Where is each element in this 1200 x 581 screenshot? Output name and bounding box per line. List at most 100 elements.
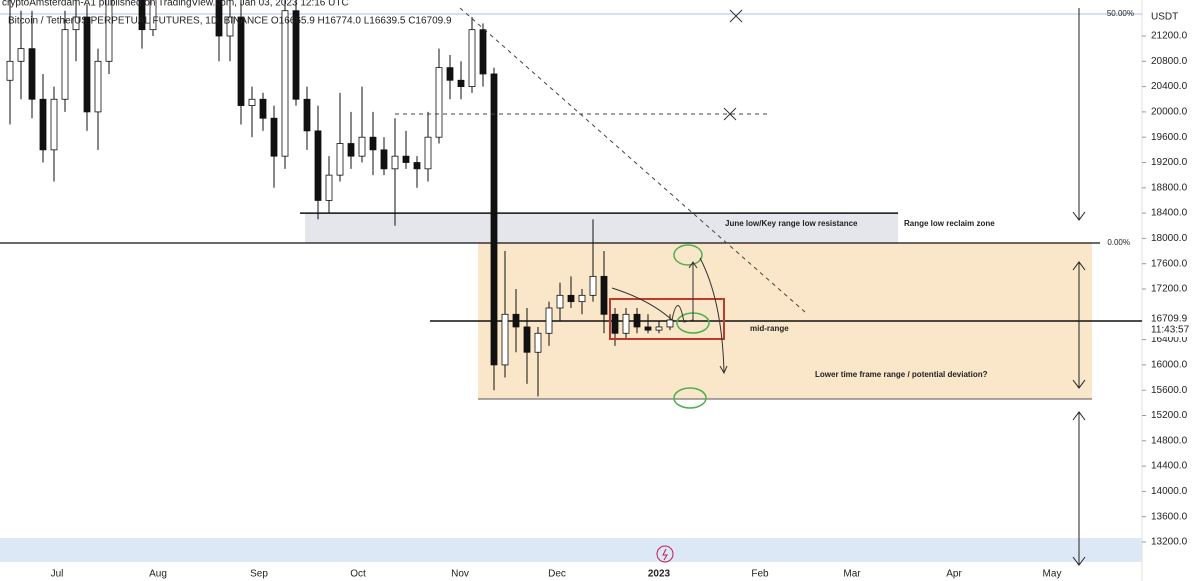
x-tick-label: Feb bbox=[751, 569, 769, 580]
y-tick-label: 15600.0 bbox=[1151, 385, 1188, 396]
cross-mark bbox=[729, 9, 743, 23]
candle-body bbox=[292, 10, 300, 100]
candle-body bbox=[369, 136, 377, 151]
cross-mark bbox=[723, 107, 737, 121]
candle-body bbox=[523, 326, 531, 353]
candle-body bbox=[512, 313, 520, 328]
x-tick-label: Jul bbox=[51, 569, 64, 580]
candle-body bbox=[545, 307, 553, 334]
candle-body bbox=[622, 313, 630, 334]
icon bbox=[662, 548, 668, 561]
candle-body bbox=[138, 0, 146, 31]
candle-body bbox=[149, 0, 157, 31]
range-box bbox=[609, 298, 725, 340]
candle-body bbox=[435, 67, 443, 138]
y-tick-label: 20800.0 bbox=[1151, 56, 1188, 67]
price-axis: 21200.0 20800.0 20400.0 20000.0 19600.0 19200… bbox=[1142, 31, 1200, 548]
y-tick-label: 19200.0 bbox=[1151, 157, 1188, 168]
y-tick-label: 16400.0 bbox=[1151, 334, 1188, 345]
candle-body bbox=[402, 155, 410, 163]
y-tick-label: 20000.0 bbox=[1151, 107, 1188, 118]
candle-body bbox=[600, 275, 608, 315]
y-tick-label: 17200.0 bbox=[1151, 284, 1188, 295]
last-price-box bbox=[1143, 311, 1200, 337]
annotation: Lower time frame range / potential devia… bbox=[815, 370, 988, 379]
y-tick-label: 19600.0 bbox=[1151, 132, 1188, 143]
y-tick-label: 18000.0 bbox=[1151, 233, 1188, 244]
circle-mark bbox=[673, 387, 707, 409]
candle-body bbox=[479, 29, 487, 75]
symbol-info: Bitcoin / TetherUS PERPETUAL FUTURES, 1D… bbox=[8, 16, 452, 27]
y-tick-label: 17600.0 bbox=[1151, 258, 1188, 269]
x-tick-label: Mar bbox=[843, 569, 861, 580]
candle-body bbox=[468, 29, 476, 87]
annotation: mid-range bbox=[750, 324, 789, 333]
y-tick-label: 20400.0 bbox=[1151, 81, 1188, 92]
candle-body bbox=[281, 10, 289, 157]
candle-body bbox=[83, 16, 91, 113]
candle-body bbox=[336, 143, 344, 176]
y-tick-label: 14400.0 bbox=[1151, 461, 1188, 472]
y-tick-label: 18400.0 bbox=[1151, 208, 1188, 219]
candle-body bbox=[259, 98, 267, 119]
candle-body bbox=[424, 136, 432, 170]
x-tick-label: May bbox=[1043, 569, 1062, 580]
y-tick-label: 16000.0 bbox=[1151, 360, 1188, 371]
overlays: June low/Key range low resistance Range … bbox=[2, 0, 1178, 566]
x-tick-label: Apr bbox=[946, 569, 962, 580]
y-tick-label: 18800.0 bbox=[1151, 182, 1188, 193]
candle-body bbox=[655, 326, 663, 331]
candle-body bbox=[358, 136, 366, 157]
candle-body bbox=[501, 313, 509, 366]
candle-body bbox=[105, 0, 113, 62]
annotation: June low/Key range low resistance bbox=[725, 219, 858, 228]
drawings bbox=[0, 13, 1142, 400]
y-tick-label: 13600.0 bbox=[1151, 511, 1188, 522]
candle-body bbox=[611, 313, 619, 334]
x-tick-label: 2023 bbox=[648, 569, 671, 580]
candle-body bbox=[248, 98, 256, 106]
candle-body bbox=[457, 79, 465, 88]
fib-label: 50.00% bbox=[1107, 9, 1134, 18]
candle-body bbox=[270, 117, 278, 157]
candle-body bbox=[17, 48, 25, 62]
range-arrow bbox=[1072, 8, 1086, 566]
candle-body bbox=[633, 313, 641, 328]
candle-body bbox=[325, 174, 333, 201]
path-sketch bbox=[611, 257, 728, 375]
x-tick-label: Sep bbox=[250, 569, 268, 580]
icon bbox=[656, 545, 674, 563]
candle-body bbox=[61, 29, 69, 100]
candle-body bbox=[644, 326, 652, 331]
last-price: 16709.9 bbox=[1151, 314, 1188, 325]
candle-body bbox=[391, 155, 399, 170]
candle-body bbox=[94, 60, 102, 113]
candle-body bbox=[347, 143, 355, 157]
candle-body bbox=[28, 48, 36, 100]
x-tick-label: Nov bbox=[451, 569, 469, 580]
y-tick-label: 13200.0 bbox=[1151, 537, 1188, 548]
candle-body bbox=[303, 98, 311, 132]
candle-body bbox=[578, 294, 586, 303]
countdown: 11:43:57 bbox=[1151, 325, 1190, 336]
candle-body bbox=[6, 60, 14, 81]
x-tick-label: Oct bbox=[350, 569, 366, 580]
reclaim-zone bbox=[305, 213, 898, 244]
candle-body bbox=[215, 0, 223, 37]
candle-body bbox=[39, 98, 47, 151]
y-tick-label: 14000.0 bbox=[1151, 486, 1188, 497]
candle-body bbox=[534, 332, 542, 353]
candles bbox=[6, 0, 674, 397]
candle-body bbox=[567, 294, 575, 303]
fib-label: 0.00% bbox=[1107, 238, 1130, 247]
x-tick-label: Dec bbox=[548, 569, 566, 580]
candle-body bbox=[556, 294, 564, 309]
candle-body bbox=[490, 73, 498, 366]
candle-body bbox=[237, 16, 245, 106]
x-tick-label: Aug bbox=[149, 569, 167, 580]
candle-body bbox=[589, 275, 597, 296]
header: cryptoAmsterdam-A1 published on TradingV… bbox=[2, 0, 349, 9]
candle-body bbox=[50, 98, 58, 151]
candle-body bbox=[314, 130, 322, 201]
